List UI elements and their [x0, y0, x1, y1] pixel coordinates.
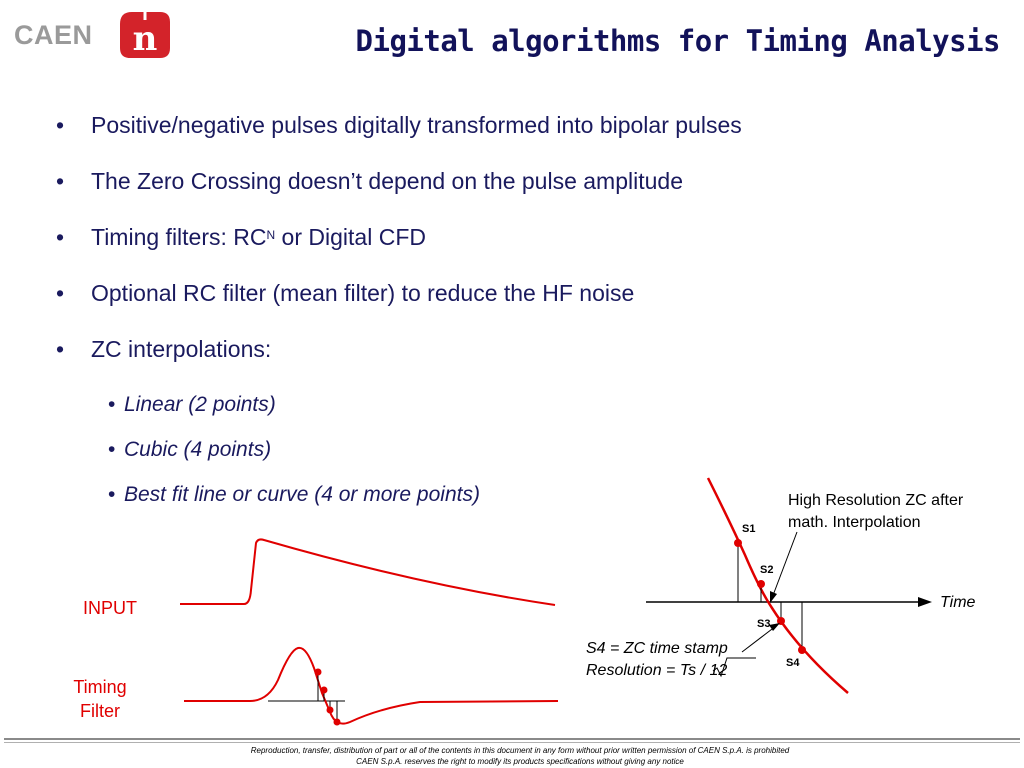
bullet-text-after: or Digital CFD: [275, 224, 426, 250]
timestamp-annotation: S4 = ZC time stamp Resolution = Ts / 12: [586, 638, 728, 682]
bullet-dot: •: [56, 336, 65, 362]
sample-point: [333, 718, 341, 726]
sample-point-s1: [734, 539, 742, 547]
timestamp-line1: S4 = ZC time stamp: [586, 640, 728, 657]
bullet-item: • Positive/negative pulses digitally tra…: [56, 112, 742, 168]
sample-point: [326, 706, 334, 714]
point-label-s4: S4: [786, 657, 800, 669]
sub-bullet-dot: •: [108, 483, 116, 506]
annotation-pointer: [771, 531, 798, 599]
logo-mark-letter: n: [133, 19, 158, 59]
high-resolution-annotation: High Resolution ZC after math. Interpola…: [788, 490, 963, 534]
timestamp-line2: Resolution = Ts / 12: [586, 660, 728, 682]
point-label-s3: S3: [757, 618, 771, 630]
bullet-text: Optional RC filter (mean filter) to redu…: [91, 280, 635, 306]
sqrt-value: 12: [709, 662, 728, 679]
footer-notice: Reproduction, transfer, distribution of …: [0, 745, 1024, 767]
sample-point-s2: [757, 580, 765, 588]
annotation-line1: High Resolution ZC after: [788, 492, 964, 509]
input-label: INPUT: [83, 598, 137, 618]
footer-divider-thin: [4, 742, 1020, 743]
timestamp-arrow-icon: [769, 623, 780, 631]
time-axis-arrow-icon: [918, 597, 932, 607]
sub-bullet-dot: •: [108, 393, 116, 416]
sample-point-s3: [777, 617, 785, 625]
timestamp-pointer: [741, 625, 777, 653]
bullet-item: • Optional RC filter (mean filter) to re…: [56, 280, 742, 336]
bullet-item: • The Zero Crossing doesn’t depend on th…: [56, 168, 742, 224]
sub-bullet-text: Linear (2 points): [124, 393, 276, 416]
sample-point: [314, 668, 322, 676]
bullet-item: • Timing filters: RCN or Digital CFD: [56, 224, 742, 280]
timing-filter-curve: [184, 646, 559, 725]
sub-bullet-text: Cubic (4 points): [124, 438, 272, 461]
sub-bullet-text: Best fit line or curve (4 or more points…: [124, 483, 480, 506]
bullet-superscript: N: [266, 228, 276, 242]
sample-point: [320, 686, 328, 694]
bullet-text: Timing filters: RC: [91, 224, 267, 250]
bullet-item: • ZC interpolations:: [56, 336, 742, 392]
bullet-dot: •: [56, 280, 65, 306]
bullet-dot: •: [56, 168, 65, 194]
caen-logo: CAEN n: [14, 8, 174, 60]
footer-line1: Reproduction, transfer, distribution of …: [250, 746, 790, 755]
footer-line2: CAEN S.p.A. reserves the right to modify…: [356, 757, 684, 766]
annotation-arrow-icon: [770, 591, 777, 603]
sub-bullet-item: • Best fit line or curve (4 or more poin…: [56, 482, 742, 527]
timing-label-line1: Timing: [73, 677, 127, 697]
caen-n-mark-icon: n: [120, 10, 170, 59]
bullet-text: ZC interpolations:: [91, 336, 272, 362]
point-label-s2: S2: [760, 564, 774, 576]
logo-text: CAEN: [14, 20, 93, 50]
sub-bullet-dot: •: [108, 438, 116, 461]
bullet-list: • Positive/negative pulses digitally tra…: [56, 112, 742, 527]
timing-filter-label: Timing Filter: [54, 675, 146, 723]
bullet-dot: •: [56, 224, 65, 250]
sub-bullet-item: • Cubic (4 points): [56, 437, 742, 482]
bullet-text: The Zero Crossing doesn’t depend on the …: [91, 168, 683, 194]
sub-bullet-item: • Linear (2 points): [56, 392, 742, 437]
resolution-text: Resolution = Ts /: [586, 662, 710, 679]
annotation-line2: math. Interpolation: [788, 514, 921, 531]
page-title: Digital algorithms for Timing Analysis: [355, 24, 1001, 58]
sample-point-s4: [798, 646, 806, 654]
point-label-s1: S1: [742, 523, 756, 535]
footer-divider: [4, 738, 1020, 740]
bullet-text: Positive/negative pulses digitally trans…: [91, 112, 742, 138]
time-axis-label: Time: [940, 594, 976, 611]
timing-label-line2: Filter: [80, 701, 120, 721]
input-pulse-curve: [180, 538, 556, 606]
bullet-dot: •: [56, 112, 65, 138]
sqrt-radical-icon: [712, 657, 756, 678]
